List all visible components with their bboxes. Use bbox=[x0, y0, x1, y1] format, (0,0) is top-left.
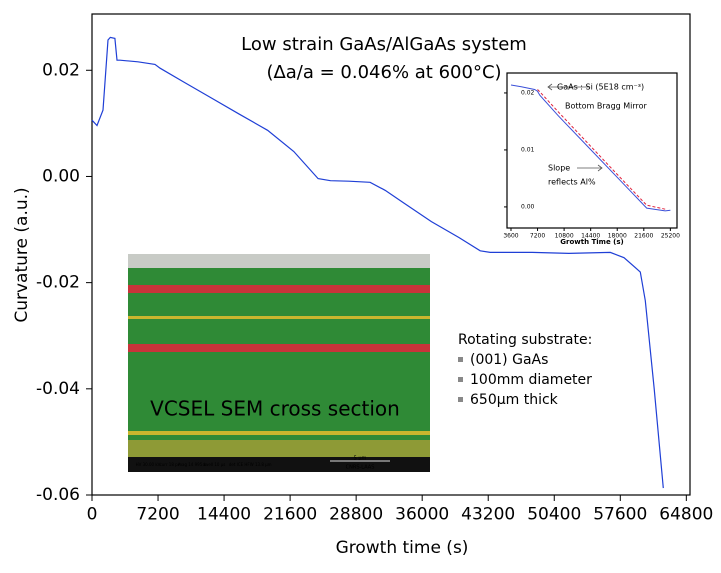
arrow bbox=[577, 164, 603, 172]
y-tick-label: 0.00 bbox=[521, 203, 535, 210]
y-tick-label: 0.02 bbox=[521, 89, 535, 96]
bullet bbox=[458, 397, 463, 402]
sem-credit: CNRS-LAAS bbox=[346, 465, 375, 471]
x-tick-label: 64800 bbox=[659, 505, 713, 525]
bullet bbox=[458, 377, 463, 382]
y-tick-label: -0.06 bbox=[36, 485, 80, 505]
sem-layer bbox=[128, 285, 430, 293]
note: 650µm thick bbox=[470, 392, 559, 408]
x-tick-label: 14400 bbox=[581, 232, 600, 239]
chart-title: Low strain GaAs/AlGaAs system bbox=[241, 34, 527, 55]
x-tick-label: 10800 bbox=[555, 232, 574, 239]
image-caption: VCSEL SEM cross section bbox=[150, 397, 400, 421]
inset-chart: 3600 7200 10800 14400 18000 21600 25200 0.02 0.0… bbox=[503, 72, 680, 246]
sem-info: dwell 10 µs bbox=[203, 462, 226, 467]
note: 100mm diameter bbox=[470, 372, 592, 388]
y-tick-label: -0.02 bbox=[36, 273, 80, 293]
chart-subtitle: (Δa/a = 0.046% at 600°C) bbox=[266, 62, 501, 83]
x-tick-label: 7200 bbox=[530, 232, 545, 239]
y-tick-label: 0.02 bbox=[42, 60, 80, 80]
main-chart: 0 7200 14400 21600 28800 36000 43200 50400 57600… bbox=[12, 13, 713, 558]
note: (001) GaAs bbox=[470, 352, 548, 368]
x-tick-label: 21600 bbox=[263, 505, 317, 525]
sem-layer bbox=[128, 431, 430, 435]
data-line bbox=[510, 84, 671, 212]
sem-info: det ICE bbox=[229, 462, 244, 467]
x-tick-label: 3600 bbox=[503, 232, 518, 239]
sem-info: HFW 13.8 µm bbox=[244, 462, 271, 467]
x-tick-label: 18000 bbox=[608, 232, 627, 239]
sem-image: VCSEL SEM cross section HV 30.00 kV curr 1… bbox=[128, 254, 430, 472]
x-tick-label: 7200 bbox=[136, 505, 179, 525]
annotation: Slope bbox=[548, 164, 570, 173]
notes-title: Rotating substrate: bbox=[458, 332, 592, 348]
sem-info: HV 30.00 kV bbox=[136, 462, 161, 467]
x-tick-label: 14400 bbox=[197, 505, 251, 525]
x-tick-label: 0 bbox=[87, 505, 98, 525]
plot-frame bbox=[91, 13, 691, 496]
x-tick-label: 50400 bbox=[527, 505, 581, 525]
sem-layer bbox=[128, 344, 430, 352]
sem-top bbox=[128, 254, 430, 268]
annotation: Bottom Bragg Mirror bbox=[565, 102, 648, 111]
x-tick-label: 28800 bbox=[329, 505, 383, 525]
data-line bbox=[91, 36, 664, 489]
annotation: GaAs : Si (5E18 cm⁻³) bbox=[557, 83, 644, 92]
sem-info: curr 18 pA bbox=[160, 462, 181, 467]
sem-scale: 5 µm bbox=[354, 456, 367, 462]
y-tick-label: -0.04 bbox=[36, 379, 80, 399]
annotation: reflects Al% bbox=[548, 178, 596, 187]
sem-info: mag 14 995 x bbox=[178, 462, 206, 467]
x-tick-label: 36000 bbox=[395, 505, 449, 525]
plot-frame bbox=[506, 72, 678, 229]
y-axis-title: Curvature (a.u.) bbox=[12, 187, 32, 322]
x-tick-label: 43200 bbox=[461, 505, 515, 525]
x-tick-label: 21600 bbox=[634, 232, 653, 239]
x-tick-label: 57600 bbox=[593, 505, 647, 525]
sem-layer bbox=[128, 316, 430, 319]
sem-substrate bbox=[128, 440, 430, 457]
x-axis-title: Growth time (s) bbox=[336, 538, 469, 558]
x-tick-label: 25200 bbox=[661, 232, 680, 239]
sem-text: VCSEL SEM cross section HV 30.00 kV curr 1… bbox=[136, 397, 400, 471]
y-tick-label: 0.00 bbox=[42, 166, 80, 186]
arrow bbox=[547, 83, 590, 91]
y-tick-label: 0.01 bbox=[521, 146, 535, 153]
bullet bbox=[458, 357, 463, 362]
x-axis-title: Growth Time (s) bbox=[560, 238, 623, 246]
